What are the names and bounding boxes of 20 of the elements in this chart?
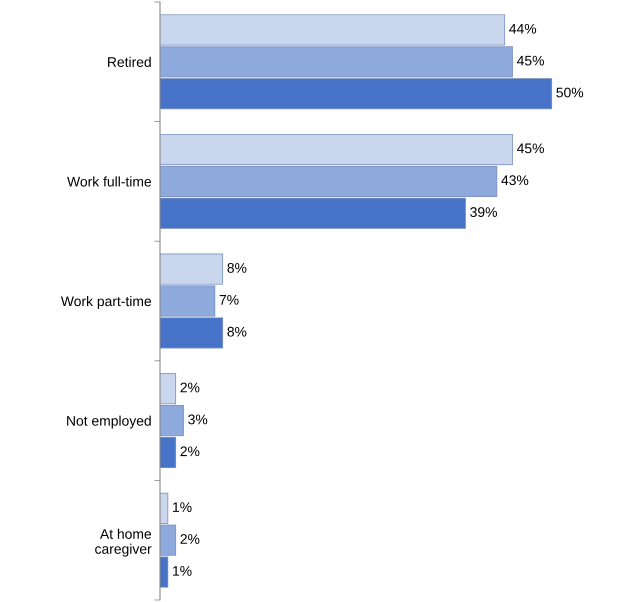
y-tick-label: Work part-time bbox=[60, 296, 152, 309]
data-label: 39% bbox=[470, 207, 497, 218]
data-label: 43% bbox=[501, 175, 528, 186]
data-label: 1% bbox=[173, 566, 192, 576]
y-tick-label: Not employed bbox=[67, 416, 151, 429]
data-label: 1% bbox=[173, 502, 192, 512]
data-label: 8% bbox=[227, 326, 246, 337]
data-label: 3% bbox=[188, 414, 208, 424]
data-label: 2% bbox=[180, 382, 200, 392]
data-label: 45% bbox=[516, 143, 544, 154]
data-label: 45% bbox=[516, 56, 544, 66]
y-tick-label: At home caregiver bbox=[95, 528, 152, 557]
data-label: 50% bbox=[556, 88, 584, 98]
y-tick-label: Retired bbox=[108, 56, 151, 67]
data-label: 7% bbox=[220, 294, 239, 305]
data-label: 8% bbox=[227, 263, 246, 273]
data-label: 2% bbox=[180, 446, 200, 456]
y-tick-label: Work full-time bbox=[67, 176, 152, 187]
data-label: 44% bbox=[509, 24, 536, 34]
data-label: 2% bbox=[180, 534, 200, 544]
